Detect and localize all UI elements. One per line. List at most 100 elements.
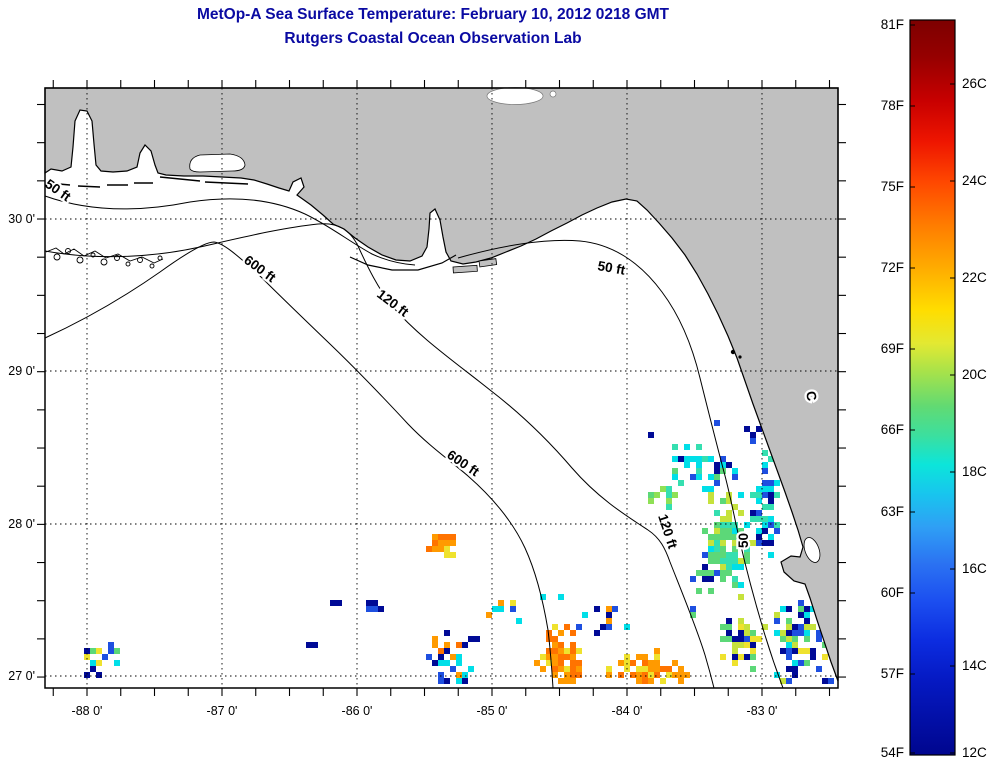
sst-cell [804,606,810,612]
cloud-gap-dot [549,90,557,98]
sst-cell [468,666,474,672]
sst-cell [516,618,522,624]
sst-cell [468,636,474,642]
sst-cell [732,504,738,510]
sst-cell [684,462,690,468]
sst-cell [786,666,792,672]
x-tick-label: -86 0' [342,704,373,718]
sst-cell [606,672,612,678]
sst-cell [96,660,102,666]
sst-cell [690,606,696,612]
sst-cell [564,666,570,672]
sst-cell [690,612,696,618]
sst-cell [432,540,438,546]
sst-cell [816,630,822,636]
sst-cell [726,636,732,642]
sst-cell [570,648,576,654]
sst-cell [762,468,768,474]
sst-cell [684,444,690,450]
colorbar-label-celsius: 18C [962,464,987,479]
sst-cell [756,636,762,642]
sst-cell [732,576,738,582]
sst-cell [438,534,444,540]
sst-cell [606,612,612,618]
sst-cell [714,510,720,516]
sst-cell [750,510,756,516]
sst-cell [564,654,570,660]
sst-cell [444,660,450,666]
sst-cell [456,678,462,684]
contour-50ft-east [457,239,784,689]
sst-cell [642,660,648,666]
sst-cell [690,576,696,582]
sst-cell [768,516,774,522]
sst-cell [450,666,456,672]
sst-cell [534,660,540,666]
sst-cell [738,630,744,636]
sst-cell [726,462,732,468]
sst-cell [726,624,732,630]
sst-cell [762,624,768,630]
contour-600ft [44,241,554,689]
sst-cell [726,552,732,558]
colorbar-label-celsius: 24C [962,173,987,188]
colorbar-label-celsius: 20C [962,367,987,382]
sst-cell [726,558,732,564]
sst-cell [624,654,630,660]
sst-cell [744,636,750,642]
sst-cell [432,534,438,540]
sst-cell [552,648,558,654]
sst-cell [654,666,660,672]
x-tick-label: -87 0' [207,704,238,718]
sst-cell [804,636,810,642]
sst-cell [612,606,618,612]
sst-cell [798,606,804,612]
sst-cell [726,510,732,516]
sst-cell [714,540,720,546]
colorbar-label-fahrenheit: 63F [881,504,904,519]
sst-cell [768,480,774,486]
sst-cell [696,474,702,480]
sst-cell [774,480,780,486]
sst-cell [786,648,792,654]
sst-cell [642,672,648,678]
sst-cell [648,678,654,684]
sst-cell [678,480,684,486]
sst-cell [498,606,504,612]
sst-cell [756,486,762,492]
sst-cell [768,492,774,498]
colorbar-label-fahrenheit: 57F [881,666,904,681]
sst-cell [738,558,744,564]
sst-cell [762,540,768,546]
sst-cell [666,486,672,492]
sst-cell [774,630,780,636]
sst-cell [552,666,558,672]
sst-cell [756,492,762,498]
sst-cell [606,666,612,672]
sst-cell [372,606,378,612]
sst-cell [372,600,378,606]
sst-cell [738,642,744,648]
sst-cell [606,618,612,624]
delta-marsh-islands [45,247,164,269]
sst-cell [708,588,714,594]
sst-cell [786,654,792,660]
colorbar-label-celsius: 26C [962,76,987,91]
sst-cell [744,546,750,552]
sst-cell [330,600,336,606]
sst-cell [558,630,564,636]
sst-cell [552,636,558,642]
sst-cell [486,612,492,618]
sst-cell [750,666,756,672]
sst-cell [624,624,630,630]
sst-cell [792,672,798,678]
sst-cell [84,672,90,678]
sst-cell [726,498,732,504]
sst-cell [744,558,750,564]
sst-cell [762,528,768,534]
sst-cell [714,480,720,486]
sst-cell [816,636,822,642]
sst-cell [726,630,732,636]
sst-cell [726,564,732,570]
sst-cell [768,498,774,504]
